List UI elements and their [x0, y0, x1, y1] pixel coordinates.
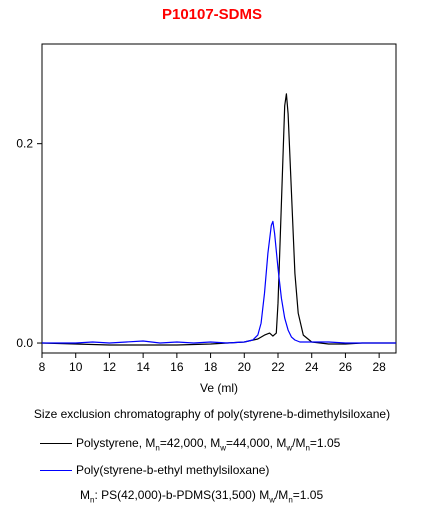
x-tick-label: 16 — [170, 360, 184, 374]
plot-frame — [42, 44, 396, 353]
legend-item-block-copolymer: Poly(styrene-b-ethyl methylsiloxane) — [40, 463, 269, 477]
legend-label-polystyrene: Polystyrene, Mn=42,000, Mw=44,000, Mw/Mn… — [76, 436, 340, 450]
x-tick-label: 20 — [238, 360, 252, 374]
legend-swatch-block-copolymer — [40, 470, 72, 471]
y-tick-label: 0.0 — [16, 336, 33, 350]
sec-chart: 8 10 12 14 16 18 20 22 24 26 28 0.0 0.2 Ve (ml) — [0, 0, 424, 400]
legend-swatch-polystyrene — [40, 443, 72, 444]
legend-label-block-copolymer: Poly(styrene-b-ethyl methylsiloxane) — [76, 463, 269, 477]
composition-note: Mn: PS(42,000)-b-PDMS(31,500) Mw/Mn=1.05 — [80, 488, 323, 504]
series-line-polystyrene — [42, 94, 396, 345]
x-tick-label: 14 — [136, 360, 150, 374]
legend-item-polystyrene: Polystyrene, Mn=42,000, Mw=44,000, Mw/Mn… — [40, 436, 340, 452]
x-tick-label: 28 — [372, 360, 386, 374]
x-tick-label: 10 — [69, 360, 83, 374]
figure-caption: Size exclusion chromatography of poly(st… — [0, 407, 424, 421]
x-tick-label: 12 — [103, 360, 117, 374]
series-line-block-copolymer — [42, 221, 396, 343]
x-tick-label: 24 — [305, 360, 319, 374]
x-axis-label: Ve (ml) — [200, 381, 238, 395]
x-tick-label: 22 — [271, 360, 285, 374]
x-tick-label: 18 — [204, 360, 218, 374]
y-tick-label: 0.2 — [16, 137, 33, 151]
x-tick-label: 8 — [39, 360, 46, 374]
x-tick-label: 26 — [339, 360, 353, 374]
